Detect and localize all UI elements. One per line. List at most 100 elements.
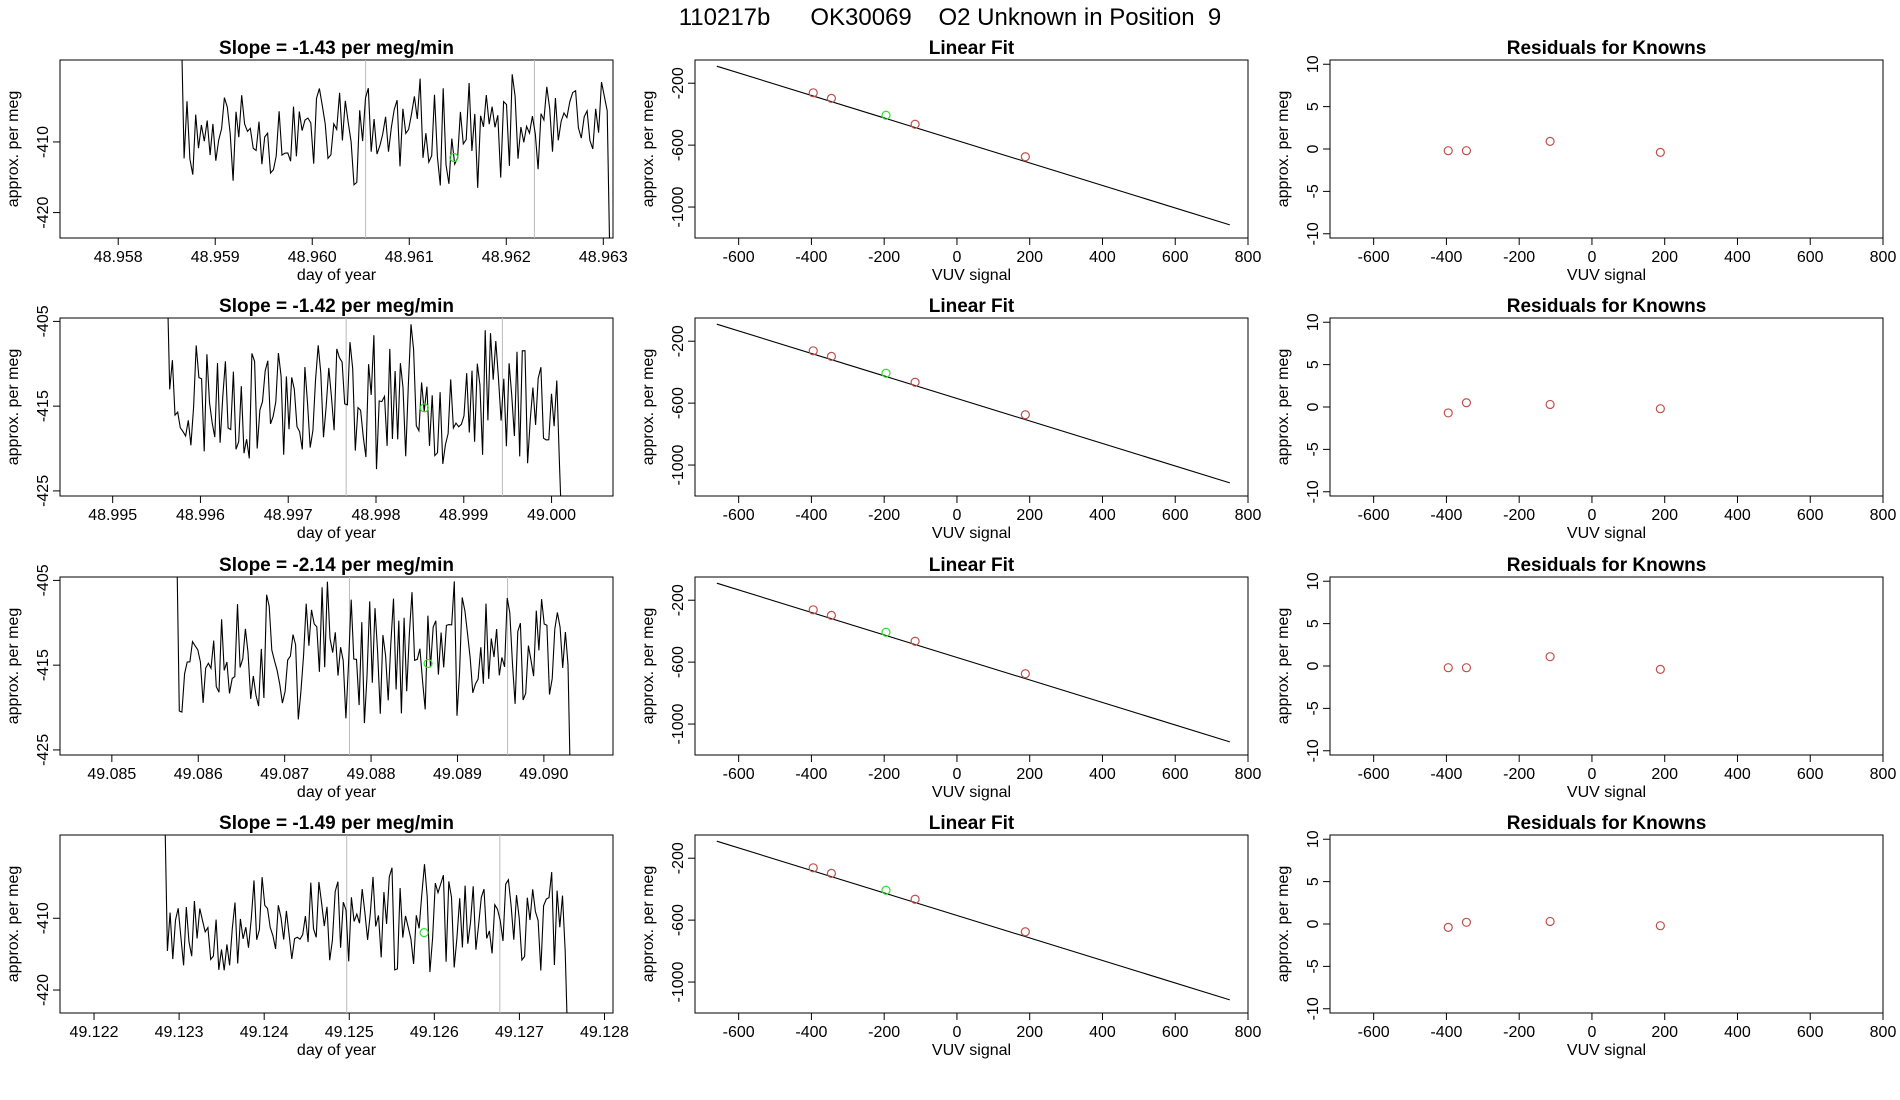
unknown-sample-point xyxy=(881,368,891,378)
panel-title: Slope = -1.49 per meg/min xyxy=(219,813,454,834)
y-tick-label: -200 xyxy=(670,842,687,874)
x-tick-label: 49.087 xyxy=(260,766,309,783)
panel-timeseries-r3: Slope = -1.49 per meg/min 49.122 49.123 49.… xyxy=(5,813,629,1059)
known-standard-point xyxy=(1461,146,1472,156)
y-tick-label: -200 xyxy=(670,584,687,616)
x-tick-label: 200 xyxy=(1016,766,1043,783)
known-standard-point xyxy=(1545,652,1555,662)
panel-title: Slope = -1.43 per meg/min xyxy=(219,38,454,59)
x-tick-label: 600 xyxy=(1797,766,1824,783)
unknown-sample-point xyxy=(881,627,891,637)
x-tick-label: 200 xyxy=(1651,249,1678,266)
timeseries-line xyxy=(181,60,611,238)
x-axis-label: VUV signal xyxy=(1567,525,1646,542)
x-tick-label: -200 xyxy=(868,766,900,783)
y-axis-label: approx. per meg xyxy=(1275,91,1292,208)
x-tick-label: 200 xyxy=(1651,1024,1678,1041)
panel-residuals-r1: Residuals for Knowns -600 -400 -200 0 200 400 6… xyxy=(1275,296,1896,542)
x-tick-label: 400 xyxy=(1089,249,1116,266)
panel-title: Slope = -1.42 per meg/min xyxy=(219,296,454,317)
plot-frame xyxy=(694,834,1249,1014)
plot-area xyxy=(1443,916,1665,932)
y-axis-label: approx. per meg xyxy=(640,608,657,725)
plot-area xyxy=(167,318,562,496)
x-tick-label: -400 xyxy=(795,1024,827,1041)
y-tick-label: -10 xyxy=(1305,480,1322,503)
known-standard-point xyxy=(1655,664,1665,674)
panel-title: Linear Fit xyxy=(929,296,1015,317)
unknown-sample-point xyxy=(449,152,459,163)
y-tick-label: 5 xyxy=(1305,360,1322,369)
x-tick-label: -600 xyxy=(723,507,755,524)
plot-area xyxy=(716,582,1230,743)
x-tick-label: -400 xyxy=(1430,766,1462,783)
panel-title: Residuals for Knowns xyxy=(1507,38,1707,59)
y-tick-label: 10 xyxy=(1305,55,1322,73)
panel-title: Residuals for Knowns xyxy=(1507,555,1707,576)
y-tick-label: -1000 xyxy=(670,444,687,485)
y-tick-label: -420 xyxy=(35,196,52,228)
x-axis-label: VUV signal xyxy=(932,784,1011,801)
known-standard-point xyxy=(808,346,818,356)
x-tick-label: 600 xyxy=(1797,507,1824,524)
plot-frame xyxy=(59,59,614,239)
panel-title: Linear Fit xyxy=(929,38,1015,59)
panel-linear-fit-r3: Linear Fit -600 -400 -200 0 200 400 600 800 -200 -… xyxy=(640,813,1261,1059)
y-axis-label: approx. per meg xyxy=(640,91,657,208)
x-tick-label: 49.127 xyxy=(495,1024,544,1041)
fit-line xyxy=(716,65,1230,226)
y-axis-label: approx. per meg xyxy=(640,866,657,983)
y-tick-label: -600 xyxy=(670,904,687,936)
x-tick-label: 48.958 xyxy=(94,249,143,266)
y-tick-label: -10 xyxy=(1305,997,1322,1020)
plot-area xyxy=(1443,652,1665,674)
y-tick-label: -1000 xyxy=(670,961,687,1002)
known-standard-point xyxy=(1020,152,1030,162)
plot-area xyxy=(1443,136,1665,157)
x-tick-label: 0 xyxy=(1587,249,1596,266)
x-tick-label: -600 xyxy=(1358,1024,1390,1041)
plot-frame xyxy=(1329,317,1884,497)
known-standard-point xyxy=(1443,922,1453,932)
y-tick-label: -5 xyxy=(1305,442,1322,456)
y-tick-label: 10 xyxy=(1305,572,1322,590)
x-tick-label: 200 xyxy=(1651,766,1678,783)
unknown-sample-point xyxy=(423,658,433,669)
x-tick-label: 49.090 xyxy=(519,766,568,783)
x-tick-label: 48.959 xyxy=(191,249,240,266)
x-tick-label: 0 xyxy=(1587,766,1596,783)
known-standard-point xyxy=(826,610,837,620)
y-tick-label: -425 xyxy=(35,734,52,766)
y-tick-label: -425 xyxy=(35,475,52,507)
x-tick-label: 49.124 xyxy=(240,1024,289,1041)
x-tick-label: 800 xyxy=(1235,1024,1262,1041)
x-axis-label: VUV signal xyxy=(932,267,1011,284)
x-tick-label: 200 xyxy=(1651,507,1678,524)
known-standard-point xyxy=(910,119,920,129)
known-standard-point xyxy=(910,636,920,646)
plot-frame xyxy=(694,317,1249,497)
known-standard-point xyxy=(1443,663,1453,673)
x-tick-label: 48.962 xyxy=(482,249,531,266)
y-tick-label: 5 xyxy=(1305,102,1322,111)
x-tick-label: 49.085 xyxy=(87,766,136,783)
panel-linear-fit-r0: Linear Fit -600 -400 -200 0 200 400 600 800 -200 -… xyxy=(640,38,1261,284)
y-tick-label: -5 xyxy=(1305,184,1322,198)
y-tick-label: -420 xyxy=(35,974,52,1006)
y-tick-label: -10 xyxy=(1305,739,1322,762)
y-tick-label: -200 xyxy=(670,325,687,357)
known-standard-point xyxy=(1020,927,1030,937)
x-tick-label: 49.089 xyxy=(433,766,482,783)
y-tick-label: 5 xyxy=(1305,619,1322,628)
x-tick-label: 600 xyxy=(1162,1024,1189,1041)
y-tick-label: 10 xyxy=(1305,313,1322,331)
x-tick-label: 48.963 xyxy=(579,249,628,266)
x-tick-label: 49.125 xyxy=(325,1024,374,1041)
x-tick-label: 0 xyxy=(952,507,961,524)
x-tick-label: -200 xyxy=(1503,766,1535,783)
x-tick-label: 600 xyxy=(1162,249,1189,266)
known-standard-point xyxy=(1461,663,1472,673)
known-standard-point xyxy=(808,863,818,873)
x-tick-label: 800 xyxy=(1235,507,1262,524)
